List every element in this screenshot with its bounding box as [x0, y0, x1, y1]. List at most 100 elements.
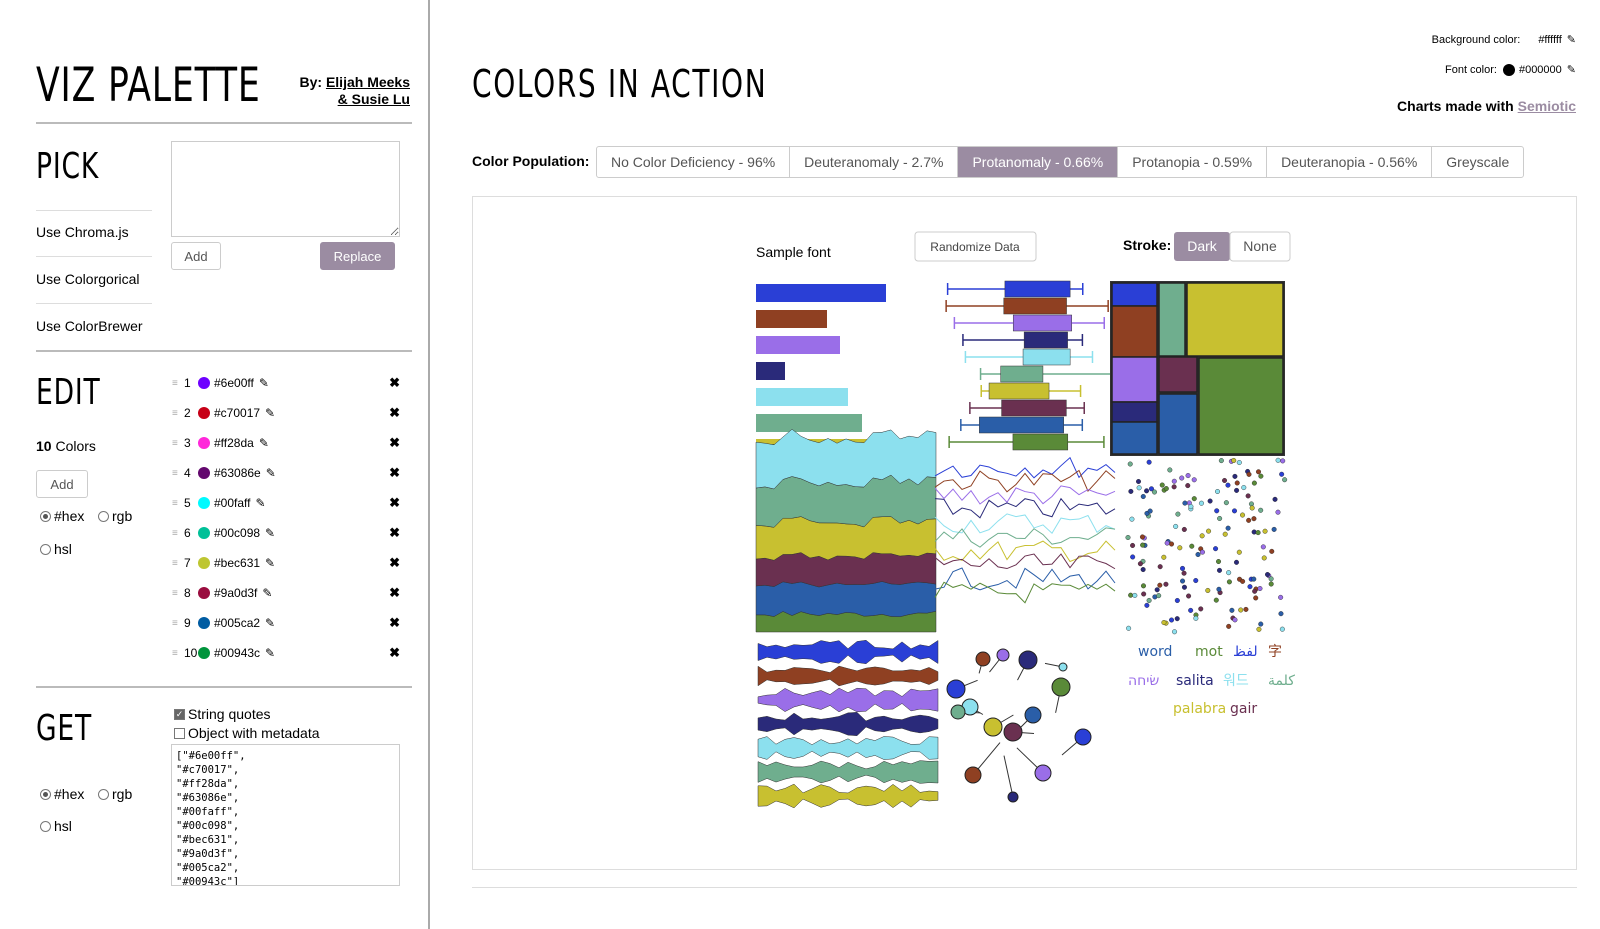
pencil-icon[interactable]: ✎ [1566, 64, 1576, 76]
get-format-hex[interactable]: #hex [40, 786, 84, 802]
drag-handle-icon[interactable]: ≡ [172, 377, 178, 389]
color-swatch[interactable] [198, 647, 210, 659]
replace-button[interactable]: Replace [320, 242, 395, 270]
color-row[interactable]: ≡ 7 #bec631 ✎ ✖ [172, 552, 400, 574]
pick-add-button[interactable]: Add [171, 242, 221, 270]
color-hex: #005ca2 [214, 616, 261, 630]
scatter-point [1251, 516, 1257, 522]
scatter-point [1136, 485, 1142, 491]
delete-icon[interactable]: ✖ [389, 465, 400, 480]
population-tab[interactable]: No Color Deficiency - 96% [597, 147, 791, 177]
color-row[interactable]: ≡ 8 #9a0d3f ✎ ✖ [172, 582, 400, 604]
color-row[interactable]: ≡ 6 #00c098 ✎ ✖ [172, 522, 400, 544]
delete-icon[interactable]: ✖ [389, 525, 400, 540]
scatter-point [1181, 584, 1187, 590]
pencil-icon[interactable]: ✎ [265, 646, 276, 660]
drag-handle-icon[interactable]: ≡ [172, 467, 178, 479]
scatter-point [1174, 616, 1180, 622]
main-title: COLORS IN ACTION [472, 62, 768, 106]
drag-handle-icon[interactable]: ≡ [172, 557, 178, 569]
string-quotes-checkbox[interactable]: ✓ String quotes [174, 706, 271, 722]
color-swatch[interactable] [198, 557, 210, 569]
drag-handle-icon[interactable]: ≡ [172, 527, 178, 539]
scatter-point [1161, 620, 1167, 626]
drag-handle-icon[interactable]: ≡ [172, 437, 178, 449]
semiotic-link[interactable]: Semiotic [1517, 98, 1576, 114]
network-node [1003, 722, 1023, 742]
made-with: Charts made with Semiotic [1397, 98, 1576, 114]
drag-handle-icon[interactable]: ≡ [172, 587, 178, 599]
color-row[interactable]: ≡ 4 #63086e ✎ ✖ [172, 462, 400, 484]
color-row[interactable]: ≡ 10 #00943c ✎ ✖ [172, 642, 400, 664]
pencil-icon[interactable]: ✎ [1566, 34, 1576, 46]
pencil-icon[interactable]: ✎ [265, 406, 276, 420]
object-metadata-checkbox[interactable]: Object with metadata [174, 725, 320, 741]
color-row[interactable]: ≡ 1 #6e00ff ✎ ✖ [172, 372, 400, 394]
color-swatch[interactable] [198, 497, 210, 509]
edit-format-hex[interactable]: #hex [40, 508, 84, 524]
pick-input[interactable] [171, 141, 400, 237]
pencil-icon[interactable]: ✎ [265, 556, 276, 570]
color-row[interactable]: ≡ 3 #ff28da ✎ ✖ [172, 432, 400, 454]
color-hex: #00faff [214, 496, 251, 510]
delete-icon[interactable]: ✖ [389, 405, 400, 420]
randomize-data-button[interactable] [914, 231, 1037, 262]
drag-handle-icon[interactable]: ≡ [172, 617, 178, 629]
color-row[interactable]: ≡ 9 #005ca2 ✎ ✖ [172, 612, 400, 634]
use-chroma-link[interactable]: Use Chroma.js [36, 224, 129, 240]
population-tab[interactable]: Greyscale [1446, 154, 1510, 170]
pencil-icon[interactable]: ✎ [255, 496, 266, 510]
author-link-1[interactable]: Elijah Meeks [325, 74, 410, 90]
delete-icon[interactable]: ✖ [389, 435, 400, 450]
drag-handle-icon[interactable]: ≡ [172, 497, 178, 509]
get-format-rgb[interactable]: rgb [98, 786, 132, 802]
pencil-icon[interactable]: ✎ [265, 526, 276, 540]
pencil-icon[interactable]: ✎ [262, 586, 273, 600]
delete-icon[interactable]: ✖ [389, 615, 400, 630]
color-row[interactable]: ≡ 2 #c70017 ✎ ✖ [172, 402, 400, 424]
stroke-dark-label: Dark [1187, 238, 1218, 254]
delete-icon[interactable]: ✖ [389, 585, 400, 600]
palette-output[interactable]: ["#6e00ff", "#c70017", "#ff28da", "#6308… [171, 744, 400, 886]
population-tab[interactable]: Deuteranopia - 0.56% [1267, 147, 1433, 177]
stroke-dark-button[interactable] [1174, 232, 1230, 261]
pencil-icon[interactable]: ✎ [258, 376, 269, 390]
checkbox-checked-icon: ✓ [174, 708, 185, 720]
delete-icon[interactable]: ✖ [389, 375, 400, 390]
font-color-setting[interactable]: Font color: #000000 ✎ [1444, 63, 1576, 76]
author-link-2[interactable]: & Susie Lu [337, 91, 410, 107]
use-colorbrewer-link[interactable]: Use ColorBrewer [36, 318, 143, 334]
drag-handle-icon[interactable]: ≡ [172, 407, 178, 419]
treemap-cell [1111, 421, 1158, 455]
pencil-icon[interactable]: ✎ [265, 616, 276, 630]
population-tab[interactable]: Protanopia - 0.59% [1118, 147, 1268, 177]
get-format-hsl[interactable]: hsl [40, 818, 72, 834]
background-color-setting[interactable]: Background color: #ffffff ✎ [1431, 33, 1576, 47]
color-swatch[interactable] [198, 437, 210, 449]
use-colorgorical-link[interactable]: Use Colorgorical [36, 271, 140, 287]
edit-add-button[interactable]: Add [36, 470, 88, 498]
edit-format-rgb[interactable]: rgb [98, 508, 132, 524]
color-swatch[interactable] [198, 617, 210, 629]
color-swatch[interactable] [198, 407, 210, 419]
color-swatch[interactable] [198, 377, 210, 389]
pencil-icon[interactable]: ✎ [265, 466, 276, 480]
population-tab[interactable]: Protanomaly - 0.66% [958, 147, 1119, 177]
delete-icon[interactable]: ✖ [389, 645, 400, 660]
series-line [934, 540, 1116, 563]
population-tab[interactable]: Deuteranomaly - 2.7% [790, 147, 959, 177]
color-row[interactable]: ≡ 5 #00faff ✎ ✖ [172, 492, 400, 514]
color-swatch[interactable] [198, 467, 210, 479]
drag-handle-icon[interactable]: ≡ [172, 647, 178, 659]
edit-format-hsl[interactable]: hsl [40, 541, 72, 557]
pencil-icon[interactable]: ✎ [258, 436, 269, 450]
delete-icon[interactable]: ✖ [389, 495, 400, 510]
series-line [934, 497, 1116, 519]
stroke-none-button[interactable] [1229, 231, 1291, 262]
charts-canvas: Sample font Randomize Data Stroke: Dark None… [755, 231, 1295, 809]
delete-icon[interactable]: ✖ [389, 555, 400, 570]
color-swatch[interactable] [198, 587, 210, 599]
get-title: GET [36, 708, 93, 749]
color-swatch[interactable] [198, 527, 210, 539]
scatter-point [1213, 597, 1219, 603]
